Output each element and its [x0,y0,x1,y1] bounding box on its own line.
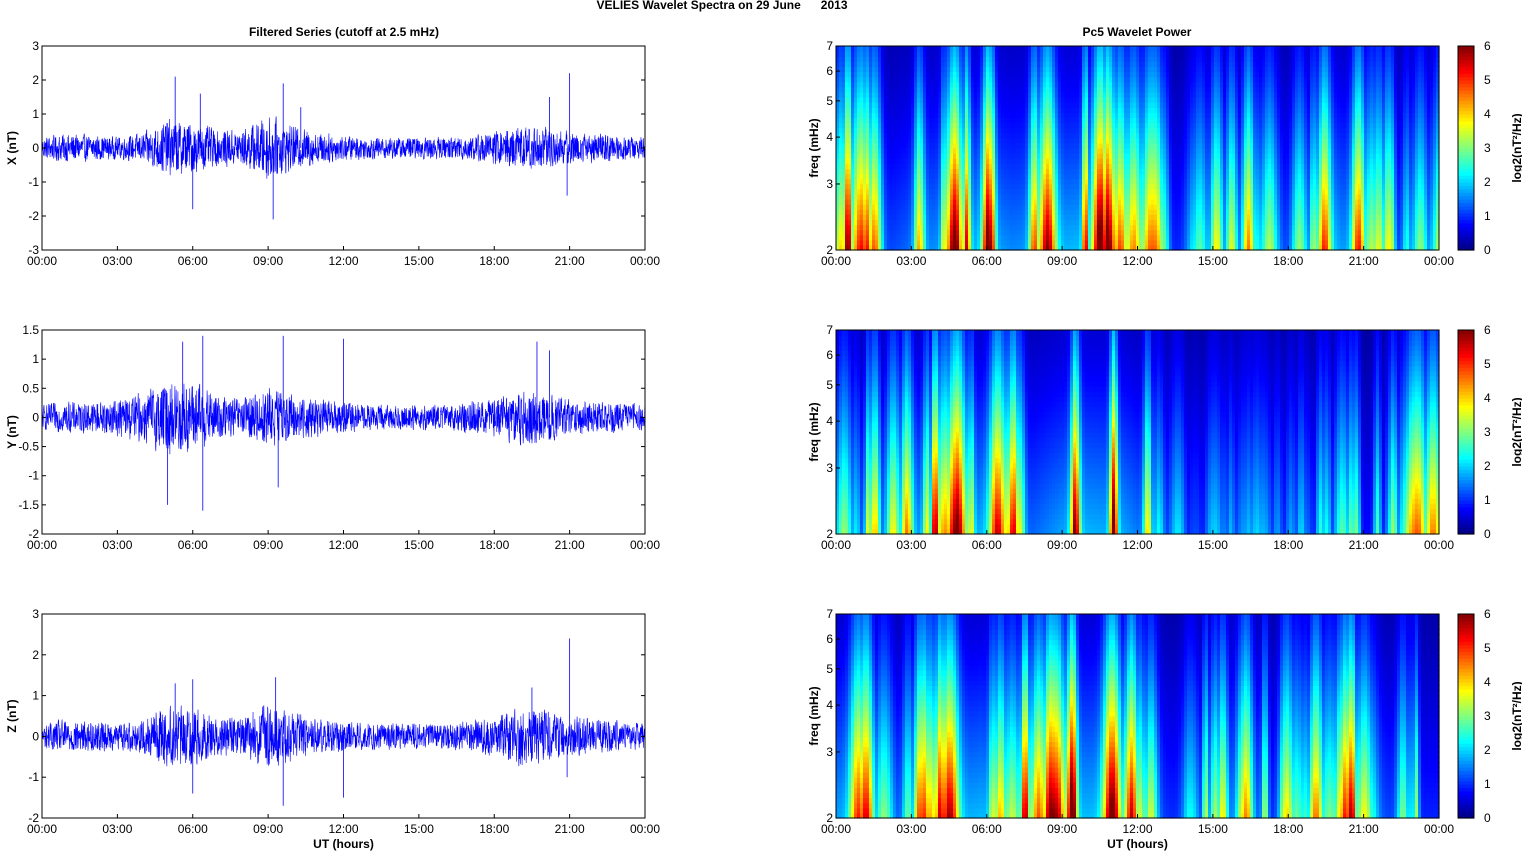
left-column-title: Filtered Series (cutoff at 2.5 mHz) [249,25,439,39]
series-x-ytick-label: 0 [32,141,39,155]
series-x-xtick-label: 00:00 [27,254,57,268]
series-x-xtick-label: 15:00 [404,254,434,268]
series-x-xtick-label: 00:00 [630,254,660,268]
series-x-ytick-label: 2 [32,73,39,87]
figure-title: VELIES Wavelet Spectra on 29 June 2013 [597,0,848,12]
series-x-xtick-label: 09:00 [253,254,283,268]
series-x-xtick-label: 21:00 [555,254,585,268]
series-x-ytick-label: -1 [28,175,39,189]
series-x-ytick-label: 3 [32,39,39,53]
series-x-xtick-label: 06:00 [178,254,208,268]
series-x-xtick-label: 18:00 [479,254,509,268]
series-x-xtick-label: 03:00 [102,254,132,268]
wavelet-x-heatmap [836,46,1440,251]
series-x-xtick-label: 12:00 [328,254,358,268]
right-column-title: Pc5 Wavelet Power [1083,25,1192,39]
series-x-ylabel: X (nT) [5,131,19,165]
series-x-ytick-label: 1 [32,107,39,121]
series-x-ytick-label: -2 [28,209,39,223]
